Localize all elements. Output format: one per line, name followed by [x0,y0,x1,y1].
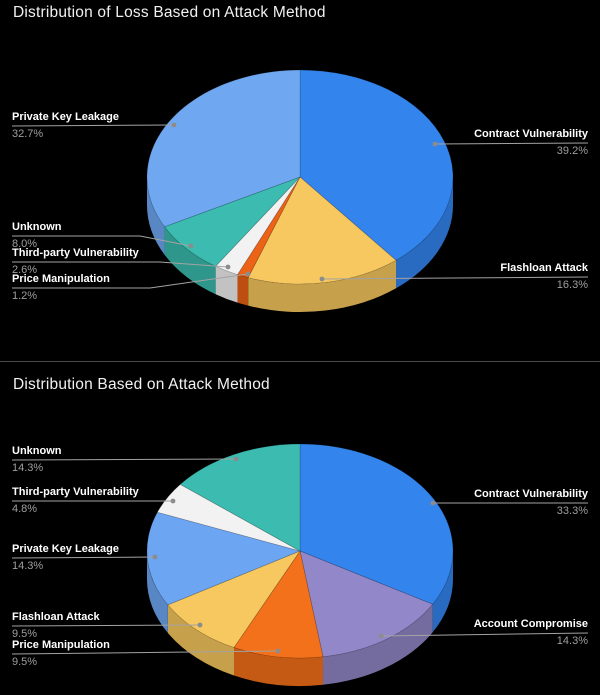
callout-dot-flashloan-attack [197,622,203,628]
slice-percent-label: 39.2% [556,145,588,157]
callout-line-third-party-vulnerability [12,261,229,268]
pie-slice-wall-account-compromise [322,604,433,685]
callout-line-price-manipulation [11,650,279,655]
slice-name-label: Price Manipulation [12,273,110,285]
slice-percent-label: 9.5% [12,656,38,668]
pie-label-flashloan-attack: Flashloan Attack 9.5% [12,611,100,641]
slice-name-label: Third-party Vulnerability [12,486,139,498]
callout-dot-third-party-vulnerability [225,264,231,270]
pie-label-account-compromise: Account Compromise 14.3% [474,618,588,648]
callout-dot-price-manipulation [245,271,251,277]
pie-label-contract-vulnerability: Contract Vulnerability 39.2% [474,128,588,158]
callout-dot-account-compromise [378,633,384,639]
callout-line-unknown [11,458,237,461]
callout-dot-price-manipulation [275,648,281,654]
pie-label-flashloan-attack: Flashloan Attack 16.3% [500,262,588,292]
pie-chart-1 [11,69,589,313]
callout-dot-contract-vulnerability [432,141,438,147]
chart-title-count-distribution: Distribution Based on Attack Method [13,376,270,393]
pie-chart-2 [11,443,589,686]
pie-slice-flashloan-attack[interactable] [247,176,397,285]
callout-line-private-key-leakage [11,124,175,127]
callout-dot-third-party-vulnerability [170,498,176,504]
slice-name-label: Flashloan Attack [12,611,100,623]
slice-name-label: Unknown [12,445,62,457]
pie-slice-wall-flashloan-attack [167,604,234,676]
callout-line-price-manipulation [12,273,249,289]
pie-slice-contract-vulnerability[interactable] [299,443,454,605]
pie-slice-third-party-vulnerability[interactable] [156,483,301,552]
chart-title-loss-distribution: Distribution of Loss Based on Attack Met… [13,4,326,21]
callout-line-unknown [12,235,192,247]
callout-dot-unknown [233,456,239,462]
pie-slice-private-key-leakage[interactable] [146,69,301,228]
slice-name-label: Contract Vulnerability [474,488,588,500]
pie-slice-wall-third-party-vulnerability [215,266,238,303]
slice-name-label: Price Manipulation [12,639,110,651]
pie-slice-private-key-leakage[interactable] [146,511,301,606]
pie-slice-wall-contract-vulnerability [396,177,454,289]
callout-line-flashloan-attack [11,624,201,627]
pie-label-price-manipulation: Price Manipulation 1.2% [12,273,110,303]
section-divider [0,361,600,362]
slice-name-label: Private Key Leakage [12,111,120,123]
pie-slice-wall-flashloan-attack [248,260,397,313]
slice-name-label: Unknown [12,221,62,233]
slice-name-label: Contract Vulnerability [474,128,588,140]
pie-slice-unknown[interactable] [179,443,301,552]
pie-label-price-manipulation: Price Manipulation 9.5% [12,639,110,669]
callout-dot-private-key-leakage [152,554,158,560]
slice-percent-label: 16.3% [556,279,588,291]
pie-slice-wall-price-manipulation [233,647,323,686]
pie-label-contract-vulnerability: Contract Vulnerability 33.3% [474,488,588,518]
pie-slice-price-manipulation[interactable] [237,176,301,279]
callout-line-account-compromise [380,632,589,637]
pie-label-unknown: Unknown 14.3% [12,445,62,475]
pie-slice-account-compromise[interactable] [299,550,434,658]
slice-percent-label: 33.3% [556,505,588,517]
callout-line-flashloan-attack [321,276,589,280]
pie-slice-wall-price-manipulation [237,274,249,306]
slice-percent-label: 4.8% [12,503,38,515]
pie-slice-contract-vulnerability[interactable] [299,69,454,261]
callout-dot-flashloan-attack [319,276,325,282]
pie-slice-wall-private-key-leakage [147,177,165,255]
pie-slice-wall-private-key-leakage [147,551,168,633]
slice-percent-label: 14.3% [556,635,588,647]
slice-name-label: Third-party Vulnerability [12,247,139,259]
slice-percent-label: 14.3% [12,462,44,474]
slice-name-label: Flashloan Attack [500,262,588,274]
pie-label-private-key-leakage: Private Key Leakage 14.3% [12,543,119,573]
slice-percent-label: 9.5% [12,628,38,640]
pie-label-third-party-vulnerability: Third-party Vulnerability 2.6% [12,247,139,277]
callout-dot-private-key-leakage [171,122,177,128]
pie-slice-price-manipulation[interactable] [233,550,324,659]
callout-dot-contract-vulnerability [430,500,436,506]
callout-line-contract-vulnerability [434,142,589,145]
pie-label-third-party-vulnerability: Third-party Vulnerability 4.8% [12,486,139,516]
slice-percent-label: 32.7% [12,128,44,140]
callout-line-private-key-leakage [11,556,156,559]
pie-label-private-key-leakage: Private Key Leakage 32.7% [12,111,119,141]
slice-name-label: Account Compromise [473,618,588,630]
slice-name-label: Private Key Leakage [12,543,120,555]
slice-percent-label: 1.2% [12,290,38,302]
pie-label-unknown: Unknown 8.0% [12,221,62,251]
slice-percent-label: 8.0% [12,238,38,250]
slice-percent-label: 2.6% [12,264,38,276]
pie-slice-wall-contract-vulnerability [432,551,454,633]
slice-percent-label: 14.3% [12,560,44,572]
callout-dot-unknown [188,243,194,249]
